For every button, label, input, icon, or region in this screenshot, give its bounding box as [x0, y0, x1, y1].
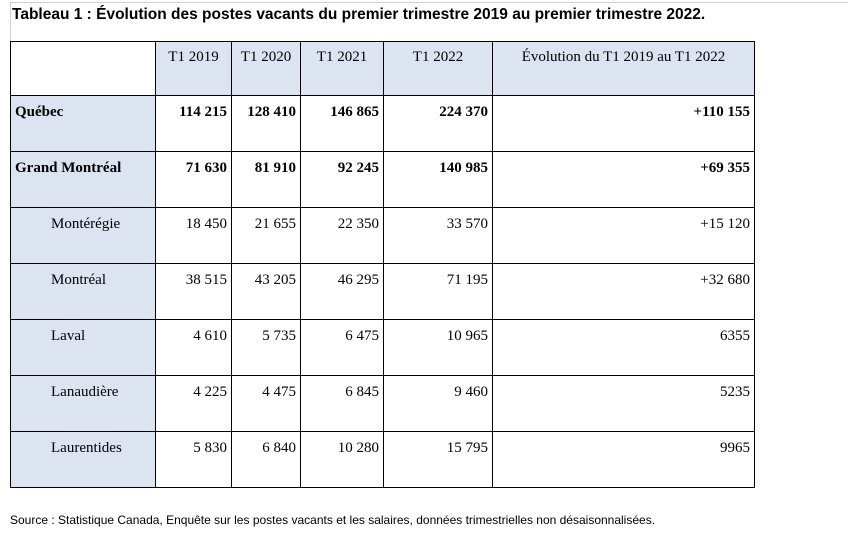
cell-t1-2021: 46 295: [300, 263, 384, 320]
cell-t1-2022: 9 460: [383, 375, 493, 432]
cell-evolution: +69 355: [492, 151, 755, 208]
cell-t1-2019: 5 830: [155, 431, 232, 488]
header-evolution: Évolution du T1 2019 au T1 2022: [492, 41, 755, 96]
table-row-lanaudiere: Lanaudière 4 225 4 475 6 845 9 460 5235: [10, 375, 755, 432]
table-row-quebec: Québec 114 215 128 410 146 865 224 370 +…: [10, 95, 755, 152]
cell-t1-2021: 6 475: [300, 319, 384, 376]
cell-t1-2022: 15 795: [383, 431, 493, 488]
row-label: Québec: [10, 95, 156, 152]
cell-t1-2021: 22 350: [300, 207, 384, 264]
cell-t1-2022: 140 985: [383, 151, 493, 208]
cell-t1-2020: 128 410: [231, 95, 301, 152]
cell-t1-2021: 146 865: [300, 95, 384, 152]
header-corner: [10, 41, 156, 96]
cell-t1-2022: 10 965: [383, 319, 493, 376]
header-row: T1 2019 T1 2020 T1 2021 T1 2022 Évolutio…: [10, 41, 755, 96]
cell-t1-2019: 4 225: [155, 375, 232, 432]
header-t1-2020: T1 2020: [231, 41, 301, 96]
cell-t1-2021: 6 845: [300, 375, 384, 432]
header-t1-2019: T1 2019: [155, 41, 232, 96]
cell-t1-2022: 224 370: [383, 95, 493, 152]
cell-t1-2022: 71 195: [383, 263, 493, 320]
cell-t1-2019: 71 630: [155, 151, 232, 208]
cell-t1-2020: 21 655: [231, 207, 301, 264]
cell-t1-2022: 33 570: [383, 207, 493, 264]
cell-evolution: 6355: [492, 319, 755, 376]
header-t1-2021: T1 2021: [300, 41, 384, 96]
table-title: Tableau 1 : Évolution des postes vacants…: [12, 6, 706, 23]
row-label: Montérégie: [10, 207, 156, 264]
cell-evolution: +15 120: [492, 207, 755, 264]
header-t1-2022: T1 2022: [383, 41, 493, 96]
table-row-laurentides: Laurentides 5 830 6 840 10 280 15 795 99…: [10, 431, 755, 488]
table-row-montreal: Montréal 38 515 43 205 46 295 71 195 +32…: [10, 263, 755, 320]
cell-t1-2020: 81 910: [231, 151, 301, 208]
table-row-laval: Laval 4 610 5 735 6 475 10 965 6355: [10, 319, 755, 376]
cell-evolution: +32 680: [492, 263, 755, 320]
row-label: Montréal: [10, 263, 156, 320]
cell-t1-2021: 10 280: [300, 431, 384, 488]
cell-t1-2019: 4 610: [155, 319, 232, 376]
cell-t1-2020: 43 205: [231, 263, 301, 320]
source-note: Source : Statistique Canada, Enquête sur…: [10, 513, 656, 527]
row-label: Grand Montréal: [10, 151, 156, 208]
row-label: Laval: [10, 319, 156, 376]
vacancies-table: T1 2019 T1 2020 T1 2021 T1 2022 Évolutio…: [10, 41, 755, 488]
cell-t1-2020: 5 735: [231, 319, 301, 376]
cell-evolution: +110 155: [492, 95, 755, 152]
table-row-monteregie: Montérégie 18 450 21 655 22 350 33 570 +…: [10, 207, 755, 264]
cell-t1-2019: 18 450: [155, 207, 232, 264]
cell-evolution: 5235: [492, 375, 755, 432]
row-label: Laurentides: [10, 431, 156, 488]
table-row-grand-montreal: Grand Montréal 71 630 81 910 92 245 140 …: [10, 151, 755, 208]
cell-t1-2020: 4 475: [231, 375, 301, 432]
cell-t1-2019: 38 515: [155, 263, 232, 320]
cell-t1-2019: 114 215: [155, 95, 232, 152]
cell-t1-2021: 92 245: [300, 151, 384, 208]
cell-t1-2020: 6 840: [231, 431, 301, 488]
row-label: Lanaudière: [10, 375, 156, 432]
cell-evolution: 9965: [492, 431, 755, 488]
